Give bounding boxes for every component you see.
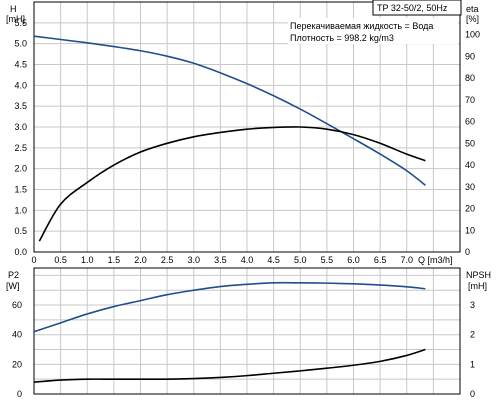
top-right-tick-label: 50 [465, 138, 475, 148]
x-tick-label: 4.5 [267, 255, 280, 265]
x-tick-label: 5.5 [321, 255, 334, 265]
top-panel-frame [33, 1, 461, 253]
x-tick-label: 7.0 [400, 255, 413, 265]
power-curve [33, 281, 426, 333]
bottom-right-tick-label: 0 [470, 389, 475, 399]
efficiency-curve [38, 126, 426, 242]
npsh-curve [33, 348, 426, 383]
x-tick-label: 2.5 [161, 255, 174, 265]
top-right-tick-label: 10 [465, 225, 475, 235]
x-tick-label: 1.5 [108, 255, 121, 265]
x-tick-label: 6.0 [347, 255, 360, 265]
x-tick-label: 6.5 [374, 255, 387, 265]
x-tick-label: 3.0 [187, 255, 200, 265]
top-left-axis-label-line1: H [10, 4, 17, 14]
top-left-tick-label: 3.0 [14, 122, 27, 132]
top-right-axis-label-line2: [%] [466, 14, 479, 24]
bottom-right-tick-label: 1 [470, 359, 475, 369]
top-left-tick-label: 0.0 [14, 247, 27, 257]
top-left-tick-labels: 0.0 0.5 1.0 1.5 2.0 2.5 3.0 3.5 4.0 4.5 5.0 5.5 [14, 18, 27, 257]
bottom-right-tick-labels: 0 1 2 3 [470, 300, 475, 399]
top-right-tick-label: 40 [465, 160, 475, 170]
bottom-left-tick-label: 60 [12, 300, 22, 310]
top-right-tick-label: 60 [465, 117, 475, 127]
x-tick-label: 3.5 [214, 255, 227, 265]
x-tick-label: 5.0 [294, 255, 307, 265]
x-tick-label: 0.5 [54, 255, 67, 265]
top-left-tick-label: 1.5 [14, 185, 27, 195]
top-right-tick-label: 30 [465, 182, 475, 192]
top-right-tick-label: 100 [465, 30, 480, 40]
bottom-right-axis-label-line2: [mH] [468, 281, 487, 291]
top-left-tick-label: 4.5 [14, 60, 27, 70]
top-right-tick-label: 70 [465, 95, 475, 105]
title-box [372, 0, 462, 16]
top-left-tick-label: 5.0 [14, 39, 27, 49]
top-left-tick-label: 2.0 [14, 164, 27, 174]
top-right-tick-label: 80 [465, 73, 475, 83]
top-left-tick-label: 2.5 [14, 143, 27, 153]
top-left-tick-label: 4.0 [14, 80, 27, 90]
top-left-tick-label: 3.5 [14, 101, 27, 111]
top-left-tick-label: 0.5 [14, 226, 27, 236]
bottom-left-tick-label: 40 [12, 330, 22, 340]
x-axis-unit-label: Q [m3/h] [418, 255, 453, 265]
x-tick-label: 0 [31, 255, 36, 265]
head-curve [33, 35, 426, 186]
top-left-tick-label: 5.5 [14, 18, 27, 28]
top-right-tick-label: 20 [465, 204, 475, 214]
chart-title: TP 32-50/2, 50Hz [377, 3, 448, 13]
bottom-left-tick-label: 0 [17, 389, 22, 399]
bottom-left-axis-label-line2: [W] [6, 281, 20, 291]
x-tick-labels: 0 0.5 1.0 1.5 2.0 2.5 3.0 3.5 4.0 4.5 5.0 5.5 6.0 6.5… [31, 255, 413, 265]
bottom-panel-series [33, 281, 426, 383]
bottom-right-axis-label-line1: NPSH [466, 270, 491, 280]
bottom-right-tick-label: 2 [470, 330, 475, 340]
density-annotation: Плотность = 998.2 kg/m3 [290, 33, 394, 43]
x-tick-label: 2.0 [134, 255, 147, 265]
bottom-left-axis-label-line1: P2 [8, 270, 19, 280]
fluid-annotation: Перекачиваемая жидкость = Вода [290, 21, 433, 31]
top-right-tick-label: 0 [465, 247, 470, 257]
bottom-right-tick-label: 3 [470, 300, 475, 310]
x-tick-label: 4.0 [241, 255, 254, 265]
top-left-tick-label: 1.0 [14, 205, 27, 215]
bottom-left-tick-labels: 0 20 40 60 [12, 300, 22, 399]
bottom-left-tick-label: 20 [12, 359, 22, 369]
top-right-axis-label-line1: eta [466, 4, 479, 14]
x-tick-label: 1.0 [81, 255, 94, 265]
top-right-tick-label: 90 [465, 51, 475, 61]
top-left-axis-label-line2: [mH] [6, 14, 25, 24]
top-right-tick-labels: 0 10 20 30 40 50 60 70 80 90 100 [465, 30, 480, 257]
top-panel-series [33, 35, 426, 242]
annotation-background [288, 18, 458, 44]
